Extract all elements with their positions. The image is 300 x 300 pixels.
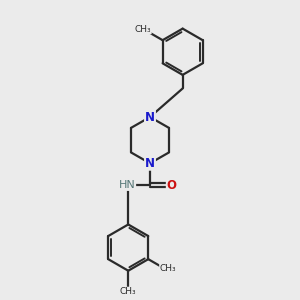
Text: CH₃: CH₃ <box>120 287 136 296</box>
Text: CH₃: CH₃ <box>160 265 176 274</box>
Text: O: O <box>167 178 177 191</box>
Text: HN: HN <box>118 180 135 190</box>
Text: CH₃: CH₃ <box>135 25 151 34</box>
Text: N: N <box>145 110 155 124</box>
Text: N: N <box>145 157 155 170</box>
